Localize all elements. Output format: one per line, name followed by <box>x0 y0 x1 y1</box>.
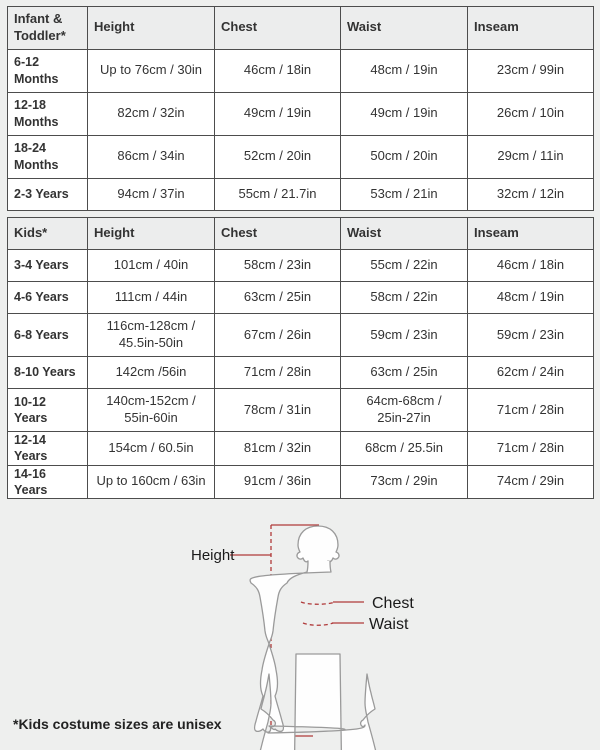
svg-text:Chest: Chest <box>372 595 414 612</box>
svg-text:Waist: Waist <box>369 616 409 633</box>
svg-text:Height: Height <box>191 547 235 564</box>
